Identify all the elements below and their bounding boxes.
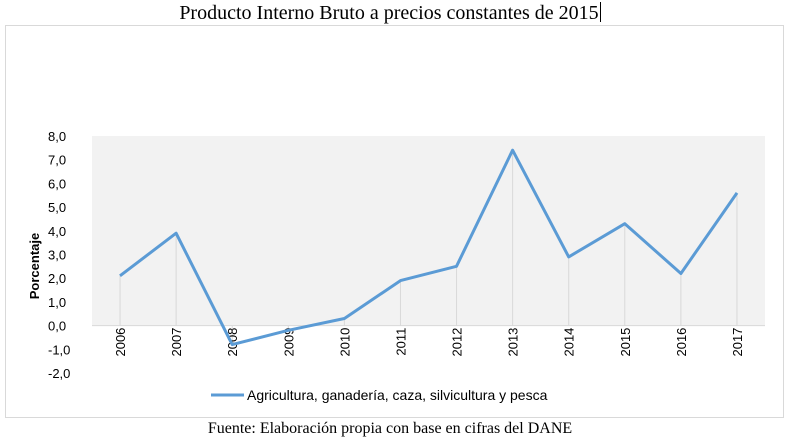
y-axis-label: Porcentaje	[27, 233, 42, 299]
y-tick-label: 8,0	[48, 129, 66, 144]
x-tick-label: 2011	[393, 328, 408, 356]
x-tick-label: 2010	[337, 328, 352, 357]
source-caption: Fuente: Elaboración propia con base en c…	[207, 420, 573, 437]
series-line	[119, 148, 739, 347]
legend-label: Agricultura, ganadería, caza, silvicultu…	[247, 387, 548, 403]
title-text: Producto Interno Bruto a precios constan…	[179, 2, 599, 24]
y-tick-label: 7,0	[48, 153, 66, 168]
x-tick-label: 2017	[730, 328, 745, 357]
x-tick-label: 2014	[562, 328, 577, 357]
page-title: Producto Interno Bruto a precios constan…	[0, 2, 780, 25]
plot-area	[92, 136, 765, 326]
line-chart: -2,0 -1,0 0,0 1,0 2,0 3,0 4,0 5,0 6,0 7,0 8,0 2006 2…	[27, 129, 765, 403]
chart-frame: -2,0 -1,0 0,0 1,0 2,0 3,0 4,0 5,0 6,0 7,0 8,0 2006 2…	[5, 25, 784, 418]
y-tick-label: 0,0	[48, 319, 66, 334]
text-cursor	[599, 2, 601, 22]
y-tick-label: 4,0	[48, 224, 66, 239]
x-tick-label: 2007	[169, 328, 184, 357]
x-tick-label: 2012	[450, 328, 465, 357]
y-tick-label: 2,0	[48, 271, 66, 286]
x-tick-label: 2009	[281, 328, 296, 357]
x-tick-label: 2013	[506, 328, 521, 357]
y-tick-label: -1,0	[48, 342, 70, 357]
axes: -2,0 -1,0 0,0 1,0 2,0 3,0 4,0 5,0 6,0 7,0 8,0 2006 2…	[48, 129, 765, 381]
x-tick-label: 2016	[674, 328, 689, 357]
x-tick-label: 2015	[618, 328, 633, 357]
x-tick-label: 2006	[113, 328, 128, 357]
y-tick-label: 1,0	[48, 295, 66, 310]
plot-background	[92, 136, 765, 326]
y-tick-label: 5,0	[48, 200, 66, 215]
y-tick-label: 6,0	[48, 176, 66, 191]
legend[interactable]: Agricultura, ganadería, caza, silvicultu…	[211, 387, 548, 403]
series-layer	[119, 148, 739, 347]
y-tick-label: -2,0	[48, 366, 70, 381]
y-tick-label: 3,0	[48, 248, 66, 263]
